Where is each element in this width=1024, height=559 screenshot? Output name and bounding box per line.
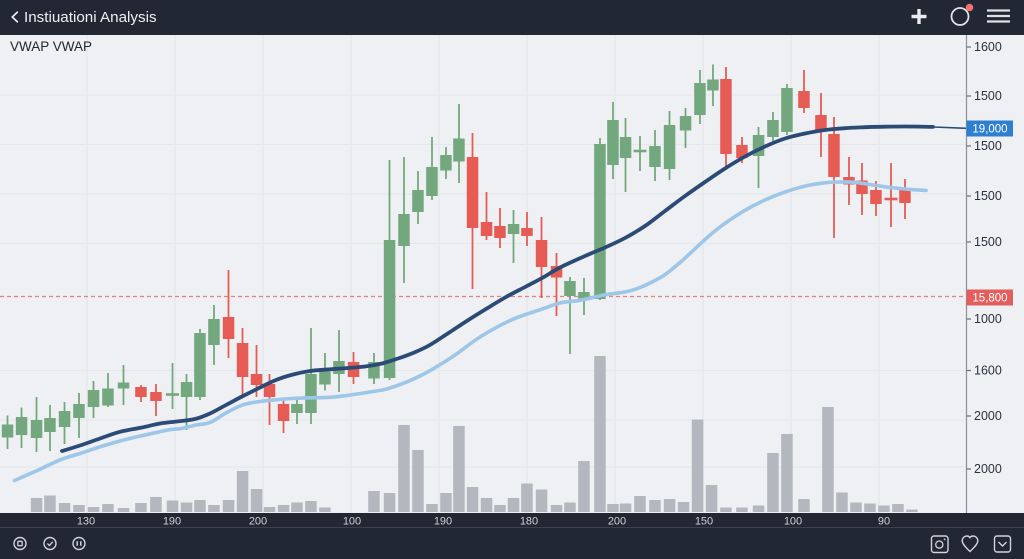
svg-text:90: 90 <box>878 516 890 528</box>
svg-text:1600: 1600 <box>974 40 1002 54</box>
svg-text:1500: 1500 <box>974 189 1002 203</box>
svg-text:1600: 1600 <box>974 364 1002 378</box>
svg-text:100: 100 <box>784 516 802 528</box>
svg-text:200: 200 <box>608 516 626 528</box>
svg-text:15,800: 15,800 <box>972 293 1007 305</box>
svg-text:1500: 1500 <box>974 89 1002 103</box>
svg-text:1000: 1000 <box>974 312 1002 326</box>
svg-text:1500: 1500 <box>974 235 1002 249</box>
svg-text:Instiuationi Analysis: Instiuationi Analysis <box>24 9 157 26</box>
svg-text:200: 200 <box>249 516 267 528</box>
svg-text:150: 150 <box>695 516 713 528</box>
svg-text:19,000: 19,000 <box>972 124 1007 136</box>
svg-text:190: 190 <box>163 516 181 528</box>
svg-text:180: 180 <box>520 516 538 528</box>
svg-text:2000: 2000 <box>974 409 1002 423</box>
svg-text:130: 130 <box>77 516 95 528</box>
svg-text:100: 100 <box>343 516 361 528</box>
svg-text:190: 190 <box>434 516 452 528</box>
svg-text:2000: 2000 <box>974 462 1002 476</box>
svg-text:VWAP VWAP: VWAP VWAP <box>10 39 92 54</box>
svg-text:1500: 1500 <box>974 139 1002 153</box>
